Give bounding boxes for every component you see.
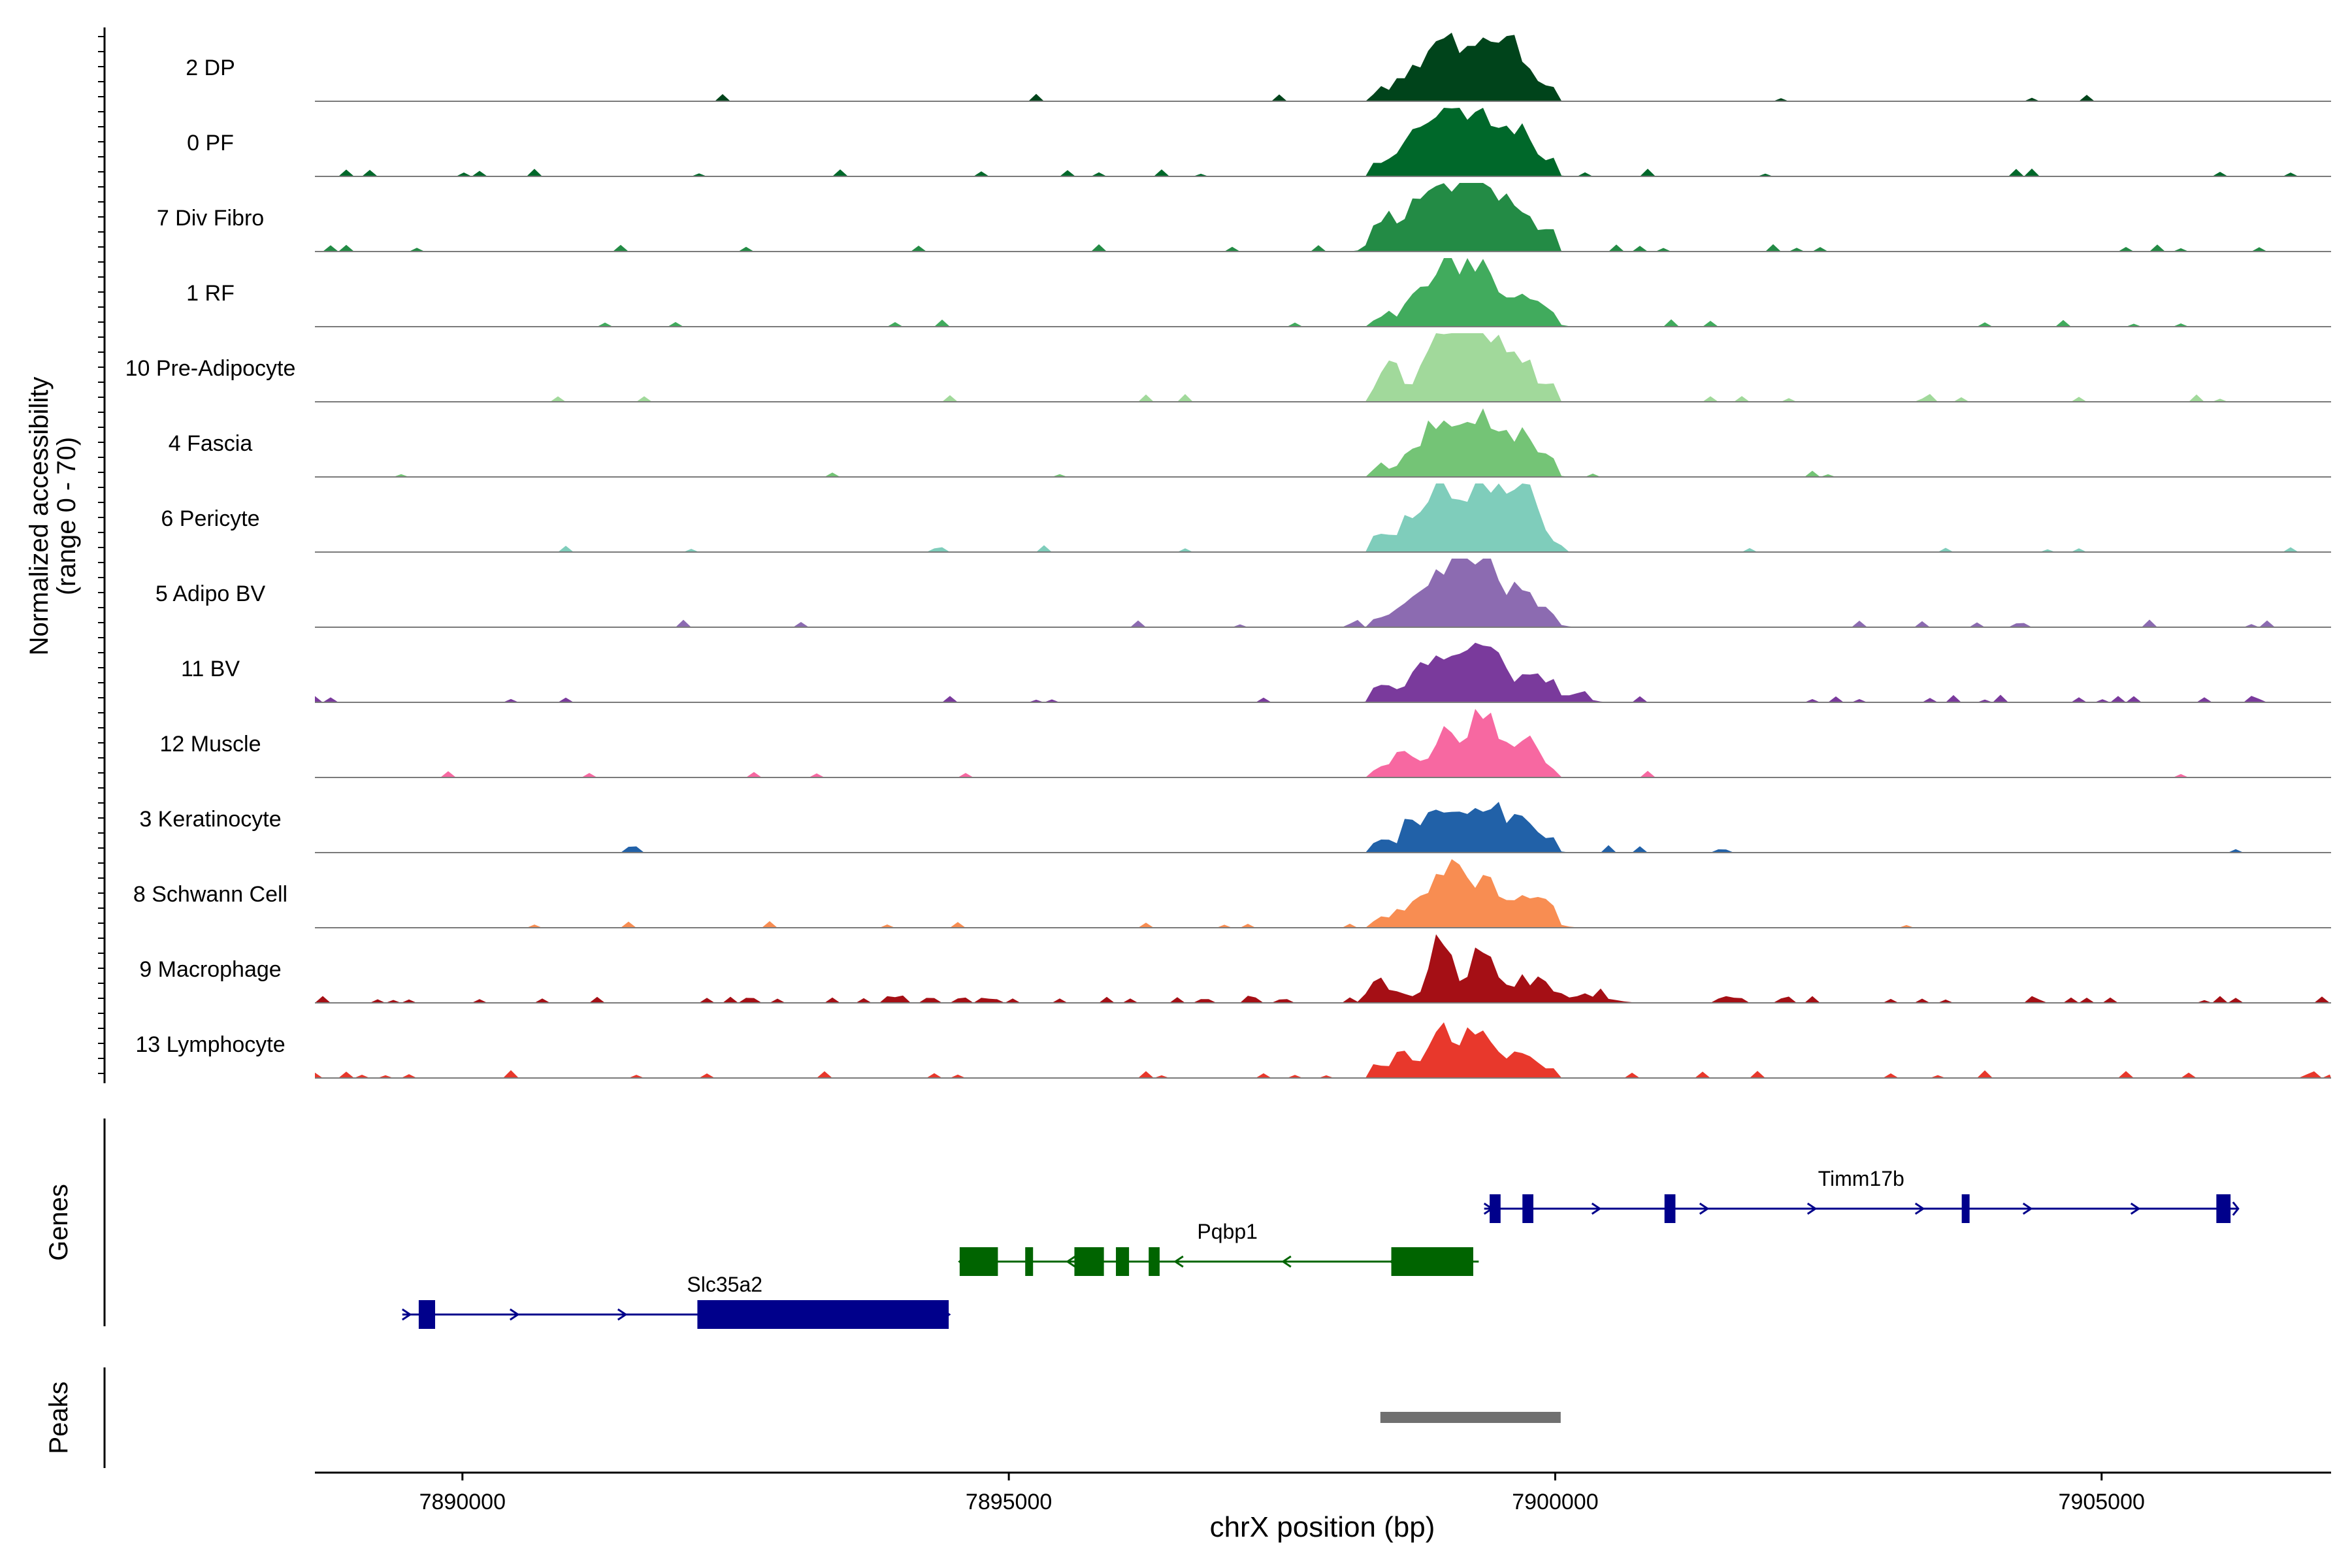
gene-name-label: Timm17b	[1818, 1167, 1904, 1190]
peaks-axis-label: Peaks	[44, 1381, 73, 1454]
strand-arrow-icon	[2022, 1202, 2033, 1215]
x-axis-tick-label: 7890000	[419, 1490, 506, 1514]
gene-name-label: Slc35a2	[687, 1273, 762, 1296]
track-label: 0 PF	[187, 131, 234, 155]
strand-arrow-icon	[617, 1308, 628, 1321]
exon-block	[1074, 1247, 1104, 1276]
track-label: 8 Schwann Cell	[133, 882, 287, 907]
strand-arrow-icon	[509, 1308, 520, 1321]
track-label: 11 BV	[181, 657, 240, 681]
x-axis-title: chrX position (bp)	[1210, 1511, 1435, 1543]
exon-block	[1116, 1247, 1130, 1276]
coverage-y-axis	[98, 27, 106, 1083]
gene-track: Timm17b Pqbp1 Slc35a2	[401, 1167, 2240, 1329]
exon-block	[1025, 1247, 1034, 1276]
peak-bar	[1380, 1412, 1561, 1423]
gene-name-label: Pqbp1	[1197, 1220, 1258, 1243]
track-label: 9 Macrophage	[139, 957, 281, 982]
strand-arrow-icon	[1699, 1202, 1710, 1215]
coverage-area	[315, 642, 2331, 702]
coverage-area	[315, 559, 2331, 627]
coverage-area	[315, 859, 2331, 928]
y-axis-title-line2: (range 0 - 70)	[52, 437, 81, 595]
strand-arrow-icon	[401, 1308, 412, 1321]
coverage-area	[315, 183, 2331, 252]
coverage-area	[315, 333, 2331, 402]
coverage-area	[315, 483, 2331, 552]
exon-block	[1961, 1194, 1970, 1223]
x-axis: 7890000 7895000 7900000 7905000	[419, 1473, 2145, 1514]
coverage-area	[315, 33, 2331, 101]
strand-arrow-icon	[1914, 1202, 1925, 1215]
y-axis-title-line1: Normalized accessibility	[25, 377, 54, 656]
track-label: 5 Adipo BV	[155, 581, 266, 606]
gene-model: Timm17b	[1483, 1167, 2240, 1223]
exon-block	[2216, 1194, 2231, 1223]
exon-block	[1391, 1247, 1473, 1276]
strand-arrow-icon	[1173, 1255, 1184, 1268]
track-label: 10 Pre-Adipocyte	[125, 356, 296, 381]
strand-arrow-icon	[1806, 1202, 1818, 1215]
exon-block	[1149, 1247, 1160, 1276]
track-label: 3 Keratinocyte	[139, 807, 281, 832]
x-axis-tick-label: 7895000	[966, 1490, 1052, 1514]
x-axis-tick-label: 7905000	[2059, 1490, 2145, 1514]
coverage-area	[315, 258, 2331, 327]
track-label: 4 Fascia	[169, 431, 253, 456]
strand-arrow-icon	[1066, 1255, 1076, 1268]
coverage-area	[315, 934, 2331, 1003]
coverage-area	[315, 408, 2331, 477]
track-label: 1 RF	[186, 281, 235, 306]
strand-arrow-icon	[2130, 1202, 2141, 1215]
strand-arrow-icon	[1591, 1202, 1602, 1215]
coverage-area	[315, 1022, 2331, 1078]
track-label: 7 Div Fibro	[157, 206, 264, 231]
exon-block	[959, 1247, 998, 1276]
track-label: 13 Lymphocyte	[135, 1032, 285, 1057]
coverage-area	[315, 709, 2331, 777]
gene-model: Slc35a2	[401, 1273, 951, 1329]
track-label: 2 DP	[186, 56, 235, 80]
track-label: 12 Muscle	[160, 732, 261, 757]
strand-arrow-icon	[1281, 1255, 1292, 1268]
coverage-tracks: 2 DP 0 PF 7 Div Fibro 1 RF 10 Pre-Adipocyte 4…	[125, 33, 2331, 1079]
genes-axis-label: Genes	[44, 1184, 73, 1261]
exon-block	[1664, 1194, 1676, 1223]
exon-block	[1490, 1194, 1501, 1223]
coverage-area	[315, 108, 2331, 176]
exon-block	[697, 1300, 949, 1329]
exon-block	[418, 1300, 435, 1329]
track-label: 6 Pericyte	[161, 506, 259, 531]
gene-model: Pqbp1	[958, 1220, 1479, 1276]
exon-block	[1522, 1194, 1533, 1223]
coverage-area	[315, 802, 2331, 853]
peak-track	[1380, 1412, 1561, 1423]
x-axis-tick-label: 7900000	[1512, 1490, 1598, 1514]
